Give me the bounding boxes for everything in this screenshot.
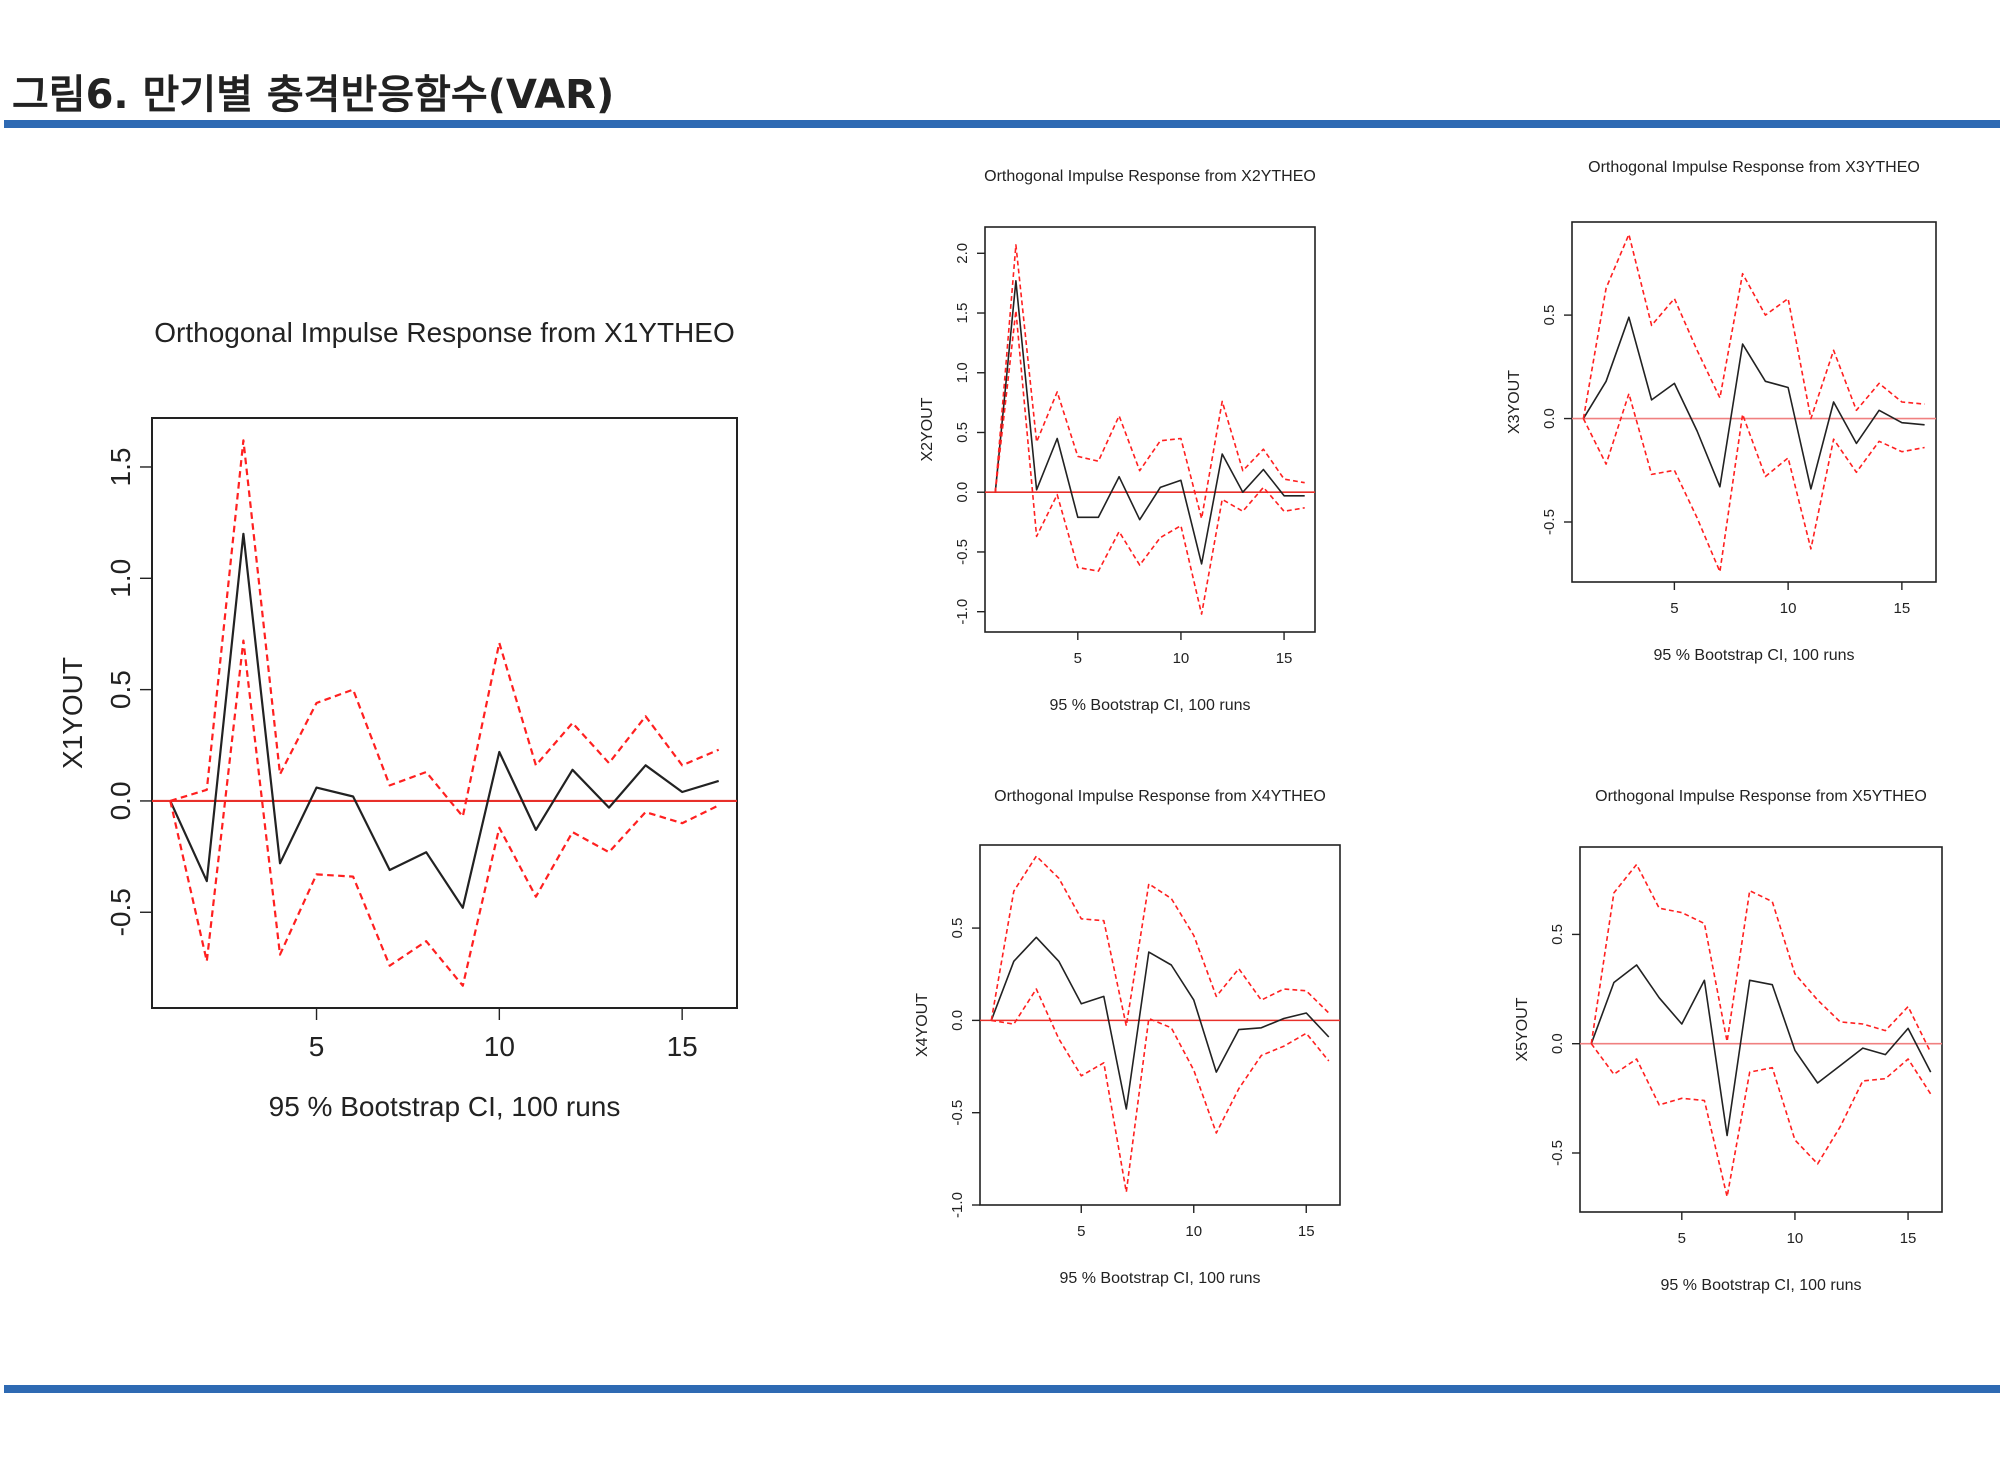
x-axis-caption: 95 % Bootstrap CI, 100 runs (1654, 647, 1855, 664)
plot-frame (1579, 846, 1943, 1213)
y-tick-label: 0.0 (1549, 1033, 1566, 1054)
y-tick-label: -1.0 (954, 599, 971, 625)
x-tick-label: 10 (1787, 1230, 1804, 1247)
y-tick-label: 0.0 (1541, 408, 1558, 429)
y-tick-label: 1.0 (954, 362, 971, 383)
x-tick-label: 5 (1670, 600, 1678, 617)
x-tick-label: 5 (309, 1031, 325, 1062)
impulse-chart-x5: Orthogonal Impulse Response from X5YTHEO… (1514, 788, 1943, 1294)
y-tick-label: -0.5 (1549, 1140, 1566, 1166)
chart-title: Orthogonal Impulse Response from X5YTHEO (1595, 788, 1927, 805)
ci-lower-line (991, 988, 1330, 1193)
impulse-chart-x2: Orthogonal Impulse Response from X2YTHEO… (919, 168, 1316, 714)
impulse-chart-x1: Orthogonal Impulse Response from X1YTHEO… (57, 317, 738, 1122)
ci-lower-line (169, 639, 720, 987)
y-tick-label: 0.0 (949, 1010, 966, 1031)
ci-lower-line (1582, 392, 1925, 573)
x-tick-label: 15 (1900, 1230, 1917, 1247)
y-axis-label: X1YOUT (57, 657, 88, 769)
response-line (169, 532, 720, 909)
response-line (1582, 316, 1925, 490)
chart-title: Orthogonal Impulse Response from X4YTHEO (994, 788, 1326, 805)
y-tick-label: -0.5 (949, 1100, 966, 1126)
bottom-divider (4, 1385, 2000, 1393)
y-tick-label: 0.5 (949, 918, 966, 939)
x-tick-label: 5 (1678, 1230, 1686, 1247)
y-tick-label: -0.5 (1541, 509, 1558, 535)
x-axis-caption: 95 % Bootstrap CI, 100 runs (1060, 1270, 1261, 1287)
y-tick-label: 1.5 (105, 448, 136, 487)
impulse-chart-x4: Orthogonal Impulse Response from X4YTHEO… (914, 788, 1341, 1287)
y-tick-label: 2.0 (954, 243, 971, 264)
x-tick-label: 10 (1780, 600, 1797, 617)
ci-lower-line (994, 309, 1305, 615)
y-tick-label: -0.5 (105, 888, 136, 936)
x-axis-caption: 95 % Bootstrap CI, 100 runs (269, 1091, 621, 1122)
y-axis-label: X5YOUT (1514, 997, 1531, 1061)
y-tick-label: 0.5 (954, 422, 971, 443)
x-tick-label: 15 (1894, 600, 1911, 617)
chart-title: Orthogonal Impulse Response from X2YTHEO (984, 168, 1316, 185)
x-tick-label: 5 (1077, 1223, 1085, 1240)
chart-title: Orthogonal Impulse Response from X1YTHEO (154, 317, 734, 348)
plot-frame (1571, 221, 1937, 583)
y-tick-label: -0.5 (954, 539, 971, 565)
plot-frame (984, 226, 1316, 633)
plot-frame (151, 417, 738, 1009)
x-tick-label: 15 (1276, 650, 1293, 667)
y-tick-label: 1.5 (954, 303, 971, 324)
y-axis-label: X3YOUT (1506, 370, 1523, 434)
figure-title: 그림6. 만기별 충격반응함수(VAR) (12, 72, 615, 118)
x-tick-label: 10 (484, 1031, 515, 1062)
x-tick-label: 15 (1298, 1223, 1315, 1240)
response-line (990, 936, 1330, 1110)
x-axis-caption: 95 % Bootstrap CI, 100 runs (1661, 1277, 1862, 1294)
ci-upper-line (1582, 233, 1925, 420)
y-axis-label: X4YOUT (914, 993, 931, 1057)
x-axis-caption: 95 % Bootstrap CI, 100 runs (1050, 697, 1251, 714)
y-tick-label: -1.0 (949, 1192, 966, 1218)
chart-title: Orthogonal Impulse Response from X3YTHEO (1588, 159, 1920, 176)
response-line (994, 280, 1305, 565)
ci-upper-line (169, 439, 720, 818)
y-tick-label: 0.5 (1549, 924, 1566, 945)
y-tick-label: 1.0 (105, 559, 136, 598)
y-tick-label: 0.0 (105, 781, 136, 820)
x-tick-label: 10 (1185, 1223, 1202, 1240)
x-tick-label: 10 (1173, 650, 1190, 667)
response-line (1590, 964, 1932, 1137)
top-divider (4, 120, 2000, 128)
ci-upper-line (994, 244, 1305, 520)
x-tick-label: 5 (1074, 650, 1082, 667)
ci-lower-line (1590, 1043, 1932, 1198)
plot-frame (979, 844, 1341, 1206)
ci-upper-line (1590, 863, 1932, 1053)
y-tick-label: 0.0 (954, 482, 971, 503)
y-tick-label: 0.5 (105, 670, 136, 709)
x-tick-label: 15 (667, 1031, 698, 1062)
impulse-chart-x3: Orthogonal Impulse Response from X3YTHEO… (1506, 159, 1937, 664)
y-tick-label: 0.5 (1541, 305, 1558, 326)
ci-upper-line (990, 855, 1330, 1027)
y-axis-label: X2YOUT (919, 397, 936, 461)
